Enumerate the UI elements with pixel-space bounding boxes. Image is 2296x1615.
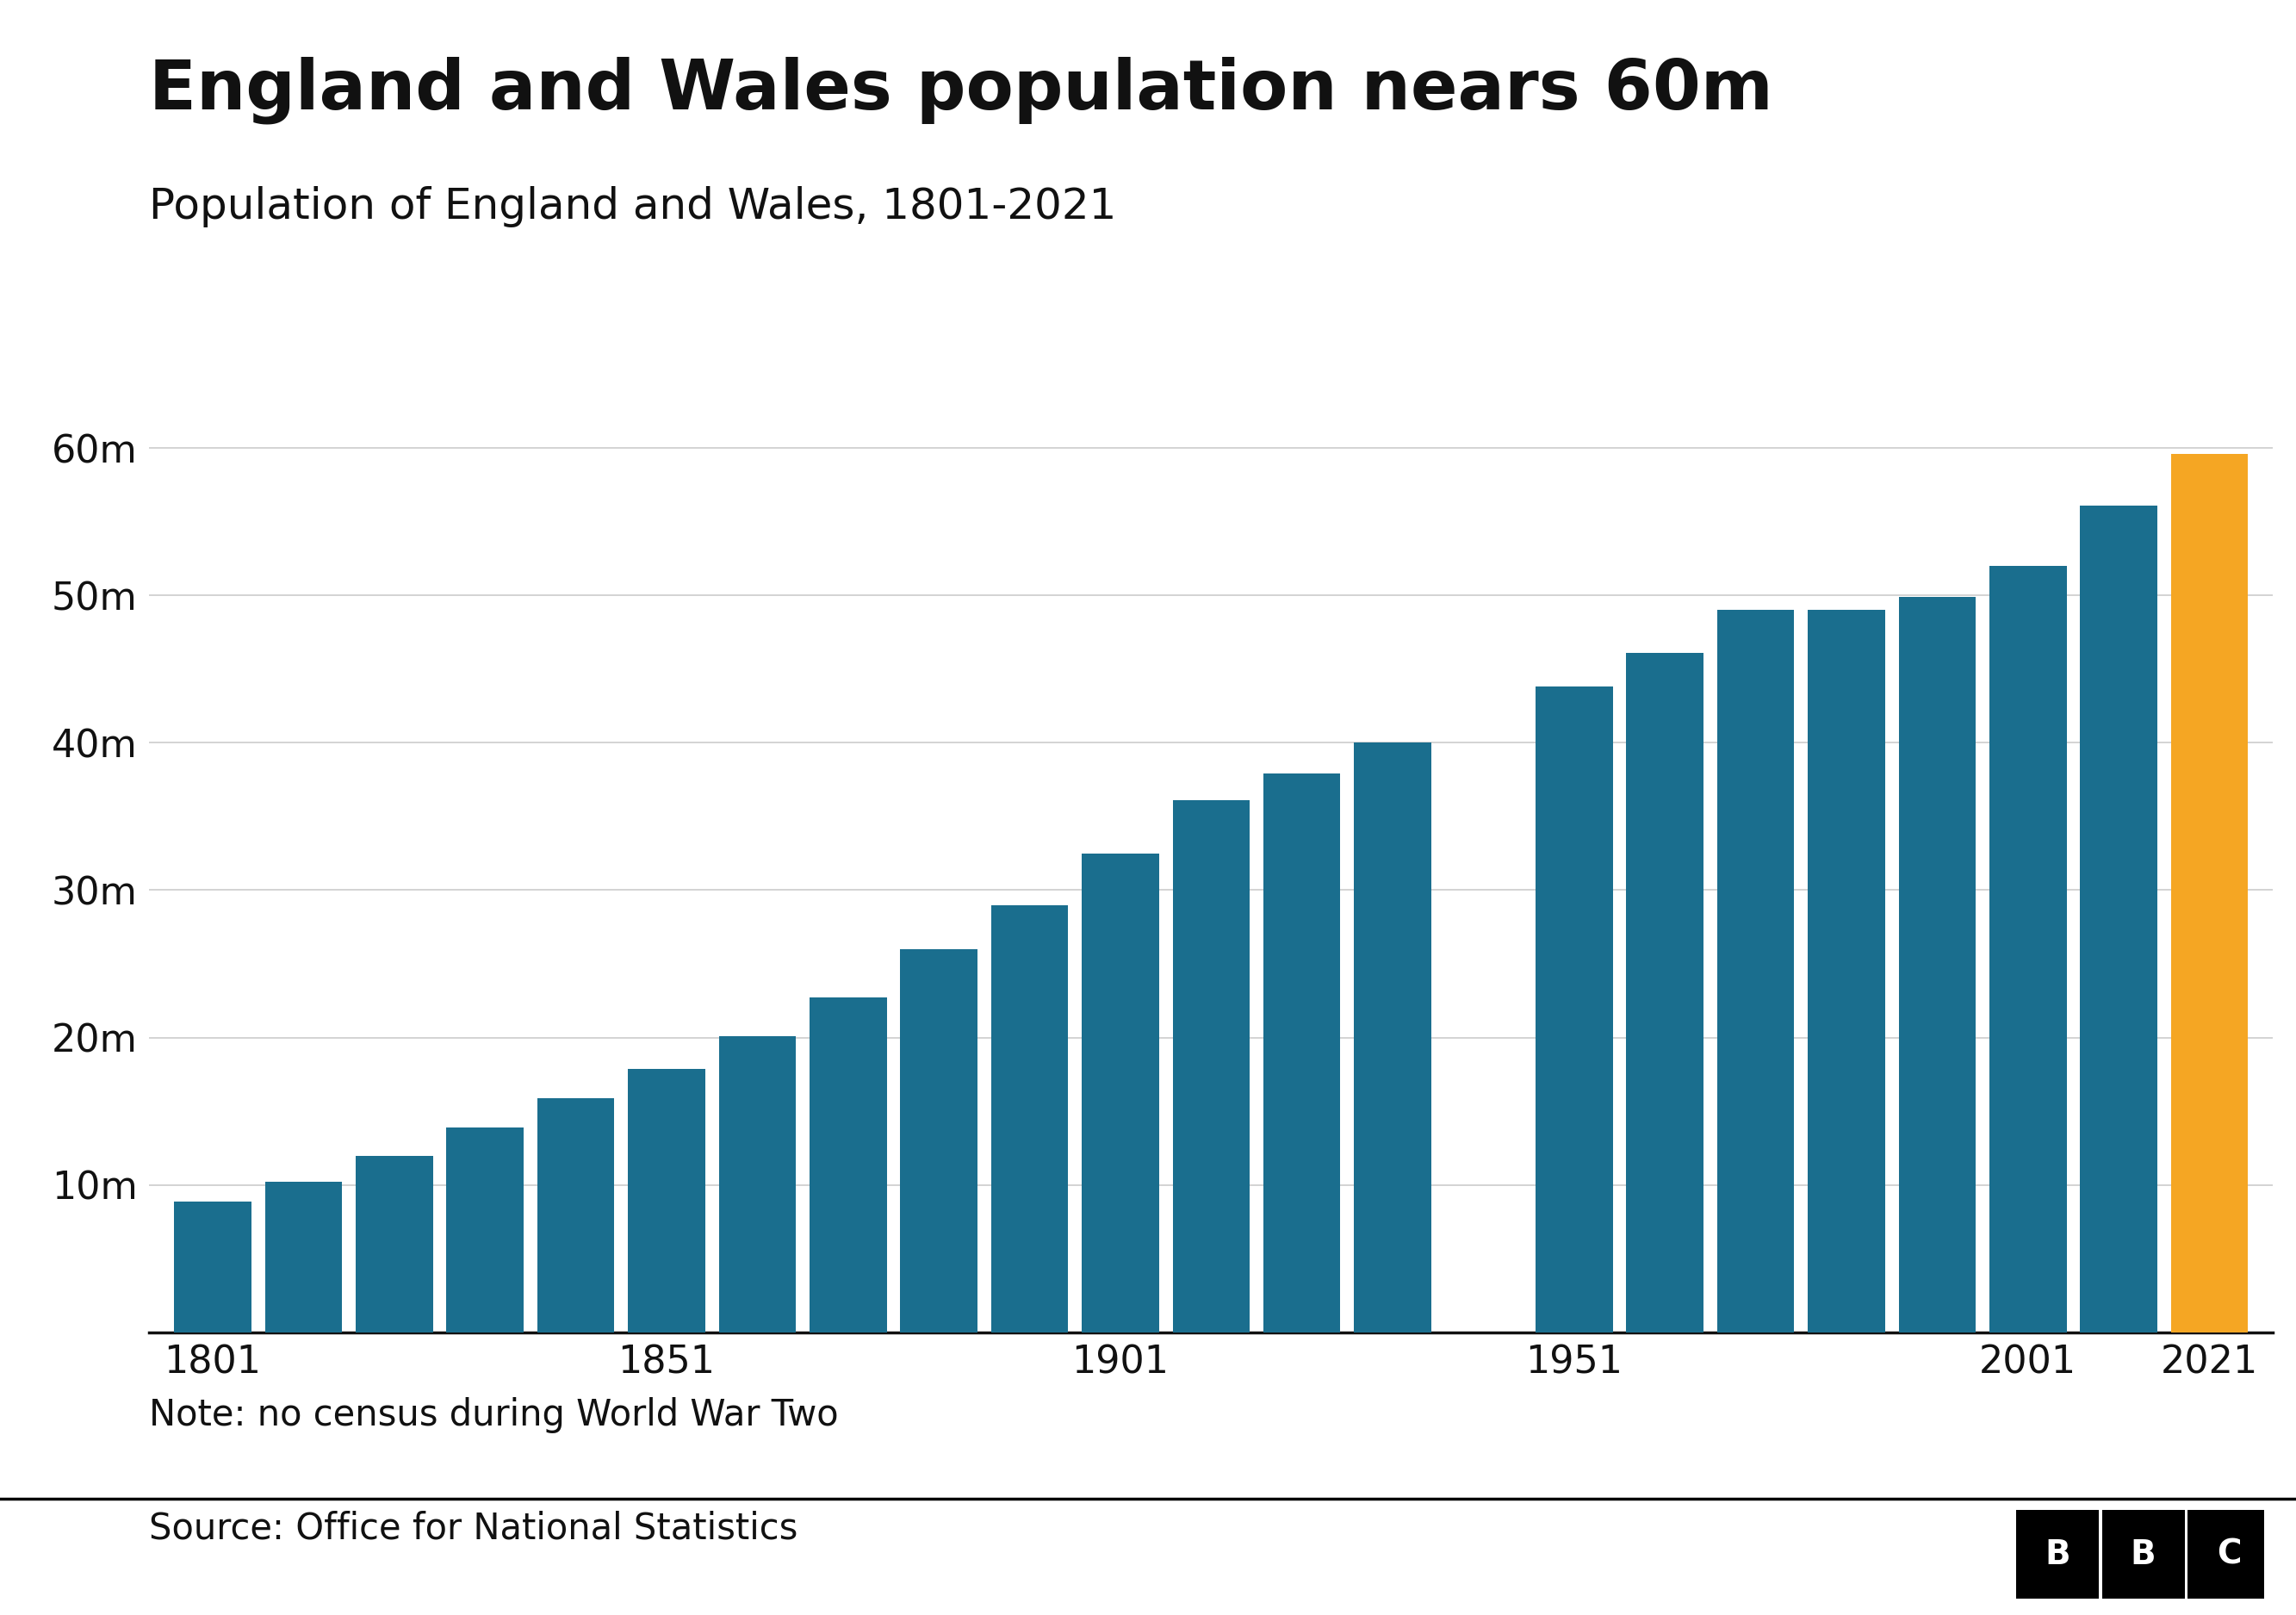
Text: Note: no census during World War Two: Note: no census during World War Two xyxy=(149,1397,838,1433)
Bar xyxy=(1355,743,1430,1332)
Bar xyxy=(1263,774,1341,1332)
Bar xyxy=(1536,686,1612,1332)
Bar xyxy=(1173,801,1249,1332)
Bar xyxy=(2080,505,2158,1332)
Bar xyxy=(992,904,1068,1332)
Bar xyxy=(1626,652,1704,1332)
Bar xyxy=(1717,610,1793,1332)
Bar xyxy=(629,1069,705,1332)
Bar xyxy=(1807,610,1885,1332)
Bar xyxy=(2172,454,2248,1332)
Bar xyxy=(1899,598,1977,1332)
Bar xyxy=(1988,565,2066,1332)
Text: England and Wales population nears 60m: England and Wales population nears 60m xyxy=(149,57,1773,124)
Text: Source: Office for National Statistics: Source: Office for National Statistics xyxy=(149,1510,799,1546)
Bar xyxy=(719,1037,797,1332)
Bar xyxy=(174,1202,250,1332)
Bar xyxy=(900,950,978,1332)
Text: Population of England and Wales, 1801-2021: Population of England and Wales, 1801-20… xyxy=(149,186,1116,228)
Bar xyxy=(2101,1510,2183,1599)
Text: B: B xyxy=(2043,1537,2071,1571)
Bar xyxy=(810,998,886,1332)
Bar xyxy=(264,1182,342,1332)
Text: C: C xyxy=(2218,1537,2241,1571)
Bar xyxy=(537,1098,615,1332)
Bar xyxy=(2016,1510,2099,1599)
Bar xyxy=(2188,1510,2271,1599)
Text: B: B xyxy=(2131,1537,2156,1571)
Bar xyxy=(445,1127,523,1332)
Bar xyxy=(1081,853,1159,1332)
Bar xyxy=(356,1155,434,1332)
